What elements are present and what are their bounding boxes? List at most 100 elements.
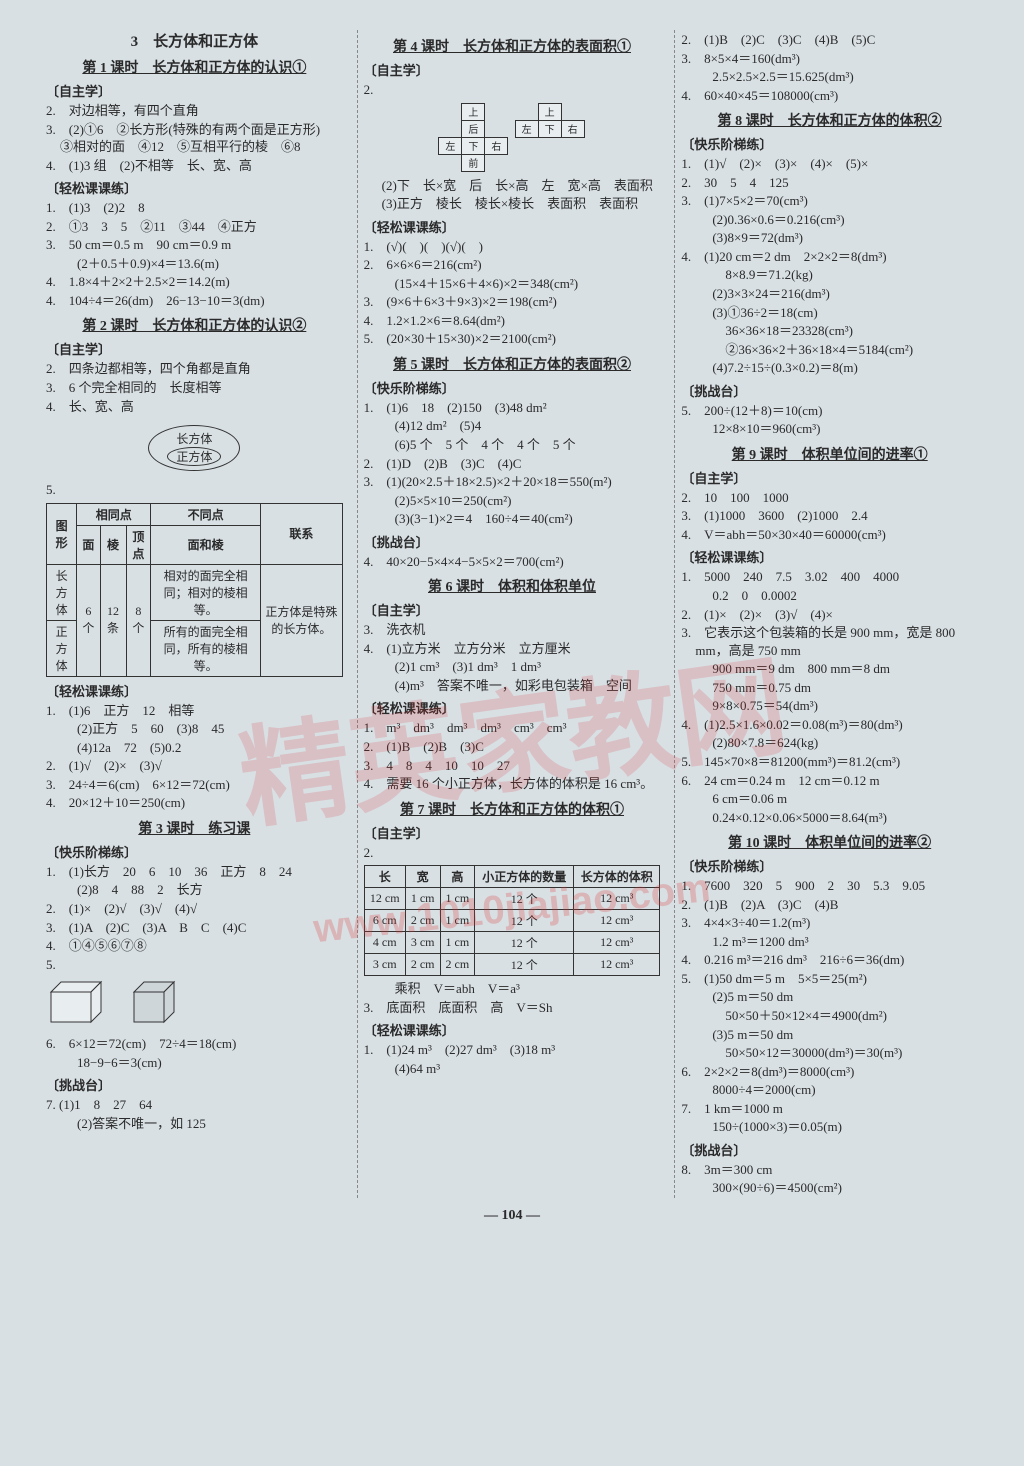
answer-item: 4. 60×40×45＝108000(cm³) — [681, 87, 978, 105]
section-qingsong: 轻松课课练 — [46, 178, 343, 197]
net-cell: 左 — [515, 120, 539, 138]
answer-item: (3)5 m＝50 dm — [699, 1026, 978, 1044]
td: 正方体是特殊的长方体。 — [260, 564, 342, 676]
lesson-5-title: 第 5 课时 长方体和正方体的表面积② — [364, 354, 661, 374]
answer-item: 1. (1)24 m³ (2)27 dm³ (3)18 m³ — [364, 1041, 661, 1059]
section-qingsong: 轻松课课练 — [364, 698, 661, 717]
answer-item: 7. (1)1 8 27 64 — [46, 1096, 343, 1114]
answer-item: 36×36×18＝23328(cm³) — [699, 322, 978, 340]
answer-item: 5. (20×30＋15×30)×2＝2100(cm²) — [364, 330, 661, 348]
comparison-table: 图形 相同点 不同点 联系 面 棱 顶点 面和棱 长方体 6 个 12 条 8 … — [46, 503, 343, 677]
answer-item: 300×(90÷6)＝4500(cm²) — [699, 1179, 978, 1197]
answer-item: 900 mm＝9 dm 800 mm＝8 dm — [699, 660, 978, 678]
answer-item: 4. 1.8×4＋2×2＋2.5×2＝14.2(m) — [46, 273, 343, 291]
cuboid-icon — [46, 977, 116, 1031]
answer-item: 8000÷4＝2000(cm) — [699, 1081, 978, 1099]
answer-item: (3)8×9＝72(dm³) — [699, 229, 978, 247]
net-figures: 上 后 左 下 右 前 上 左 下 右 — [364, 100, 661, 176]
answer-item: 0.2 0 0.0002 — [699, 587, 978, 605]
answer-item: (2)80×7.8＝624(kg) — [699, 734, 978, 752]
answer-item: 2. 四条边都相等，四个角都是直角 — [46, 360, 343, 378]
answer-item: 3. 24÷4＝6(cm) 6×12＝72(cm) — [46, 776, 343, 794]
answer-item: (4)64 m³ — [382, 1060, 661, 1078]
answer-item: 2. 30 5 4 125 — [681, 174, 978, 192]
answer-item: 3. (1)A (2)C (3)A B C (4)C — [46, 919, 343, 937]
answer-item: 2. ①3 3 5 ②11 ③44 ④正方 — [46, 218, 343, 236]
td: 1 cm — [440, 910, 475, 932]
lesson-4-title: 第 4 课时 长方体和正方体的表面积① — [364, 36, 661, 56]
answer-item: 9×8×0.75＝54(dm³) — [699, 697, 978, 715]
answer-item: 5. 145×70×8＝81200(mm³)＝81.2(cm³) — [681, 753, 978, 771]
lesson-1-title: 第 1 课时 长方体和正方体的认识① — [46, 57, 343, 77]
answer-item: 3. 洗衣机 — [364, 621, 661, 639]
answer-item: (2)下 长×宽 后 长×高 左 宽×高 表面积 — [382, 177, 661, 195]
answer-item: 0.24×0.12×0.06×5000＝8.64(m³) — [699, 809, 978, 827]
lesson-2-title: 第 2 课时 长方体和正方体的认识② — [46, 315, 343, 335]
section-zizhu: 自主学 — [364, 600, 661, 619]
th: 面 — [77, 525, 100, 564]
answer-item: 3. (1)(20×2.5＋18×2.5)×2＋20×18＝550(m²) — [364, 473, 661, 491]
net-cell: 前 — [461, 154, 485, 172]
th: 联系 — [260, 503, 342, 564]
td: 12 个 — [475, 954, 574, 976]
section-tiaozhan: 挑战台 — [681, 1140, 978, 1159]
answer-item: (2)0.36×0.6＝0.216(cm³) — [699, 211, 978, 229]
answer-item: (2)5 m＝50 dm — [699, 988, 978, 1006]
td: 1 cm — [440, 888, 475, 910]
section-qingsong: 轻松课课练 — [681, 547, 978, 566]
td: 6 cm — [364, 910, 405, 932]
answer-item: 2. (1)D (2)B (3)C (4)C — [364, 455, 661, 473]
answer-item: 4. 20×12＋10＝250(cm) — [46, 794, 343, 812]
answer-item: 7. 1 km＝1000 m — [681, 1100, 978, 1118]
section-zizhu: 自主学 — [364, 823, 661, 842]
td: 正方体 — [47, 620, 77, 676]
td: 12 cm³ — [574, 910, 660, 932]
answer-item: 750 mm＝0.75 dm — [699, 679, 978, 697]
td: 2 cm — [440, 954, 475, 976]
td: 12 个 — [475, 910, 574, 932]
th: 长 — [364, 866, 405, 888]
section-zizhu: 自主学 — [46, 81, 343, 100]
lesson-3-title: 第 3 课时 练习课 — [46, 818, 343, 838]
answer-item: 8. 3m＝300 cm — [681, 1161, 978, 1179]
answer-item: 4. (1)3 组 (2)不相等 长、宽、高 — [46, 157, 343, 175]
th: 长方体的体积 — [574, 866, 660, 888]
answer-item: 4. (1)2.5×1.6×0.02＝0.08(m³)＝80(dm³) — [681, 716, 978, 734]
th: 不同点 — [151, 503, 261, 525]
td: 所有的面完全相同，所有的棱相等。 — [151, 620, 261, 676]
section-zizhu: 自主学 — [46, 339, 343, 358]
answer-item: 12×8×10＝960(cm³) — [699, 420, 978, 438]
lesson-9-title: 第 9 课时 体积单位间的进率① — [681, 444, 978, 464]
cross-net-2: 上 左 下 右 — [516, 104, 585, 138]
answer-item: (4)12a 72 (5)0.2 — [64, 739, 343, 757]
answer-item: 6 cm＝0.06 m — [699, 790, 978, 808]
td: 长方体 — [47, 564, 77, 620]
answer-item: 3. (1)1000 3600 (2)1000 2.4 — [681, 507, 978, 525]
section-kuaile: 快乐阶梯练 — [364, 378, 661, 397]
answer-item: 1. 7600 320 5 900 2 30 5.3 9.05 — [681, 877, 978, 895]
answer-item: 3. 50 cm＝0.5 m 90 cm＝0.9 m — [46, 236, 343, 254]
answer-item: 8×8.9＝71.2(kg) — [699, 266, 978, 284]
oval-outer: 长方体 正方体 — [148, 425, 240, 471]
answer-item: (4)12 dm² (5)4 — [382, 417, 661, 435]
answer-item: 18−9−6＝3(cm) — [64, 1054, 343, 1072]
answer-item: 50×50＋50×12×4＝4900(dm²) — [699, 1007, 978, 1025]
net-cell: 右 — [561, 120, 585, 138]
net-cell: 上 — [538, 103, 562, 121]
answer-item: 50×50×12＝30000(dm³)＝30(m³) — [699, 1044, 978, 1062]
answer-item: 4. 需要 16 个小正方体，长方体的体积是 16 cm³。 — [364, 775, 661, 793]
net-cell: 下 — [538, 120, 562, 138]
answer-item: 3. (1)7×5×2＝70(cm³) — [681, 192, 978, 210]
answer-item: 1. (√)( )( )(√)( ) — [364, 238, 661, 256]
page-number: — 104 — — [40, 1208, 984, 1224]
answer-item: 3. (2)①6 ②长方形(特殊的有两个面是正方形) ③相对的面 ④12 ⑤互相… — [46, 121, 343, 156]
section-qingsong: 轻松课课练 — [364, 1020, 661, 1039]
answer-item: 1. (1)6 18 (2)150 (3)48 dm² — [364, 399, 661, 417]
td: 8 个 — [126, 564, 151, 676]
page-root: 3 长方体和正方体 第 1 课时 长方体和正方体的认识① 自主学 2. 对边相等… — [40, 30, 984, 1198]
answer-item: (3)(3−1)×2＝4 160÷4＝40(cm²) — [382, 510, 661, 528]
cube-icon — [129, 977, 189, 1031]
td: 1 cm — [440, 932, 475, 954]
answer-item: 1. m³ dm³ dm³ dm³ cm³ cm³ — [364, 719, 661, 737]
answer-item: 4. 1.2×1.2×6＝8.64(dm²) — [364, 312, 661, 330]
